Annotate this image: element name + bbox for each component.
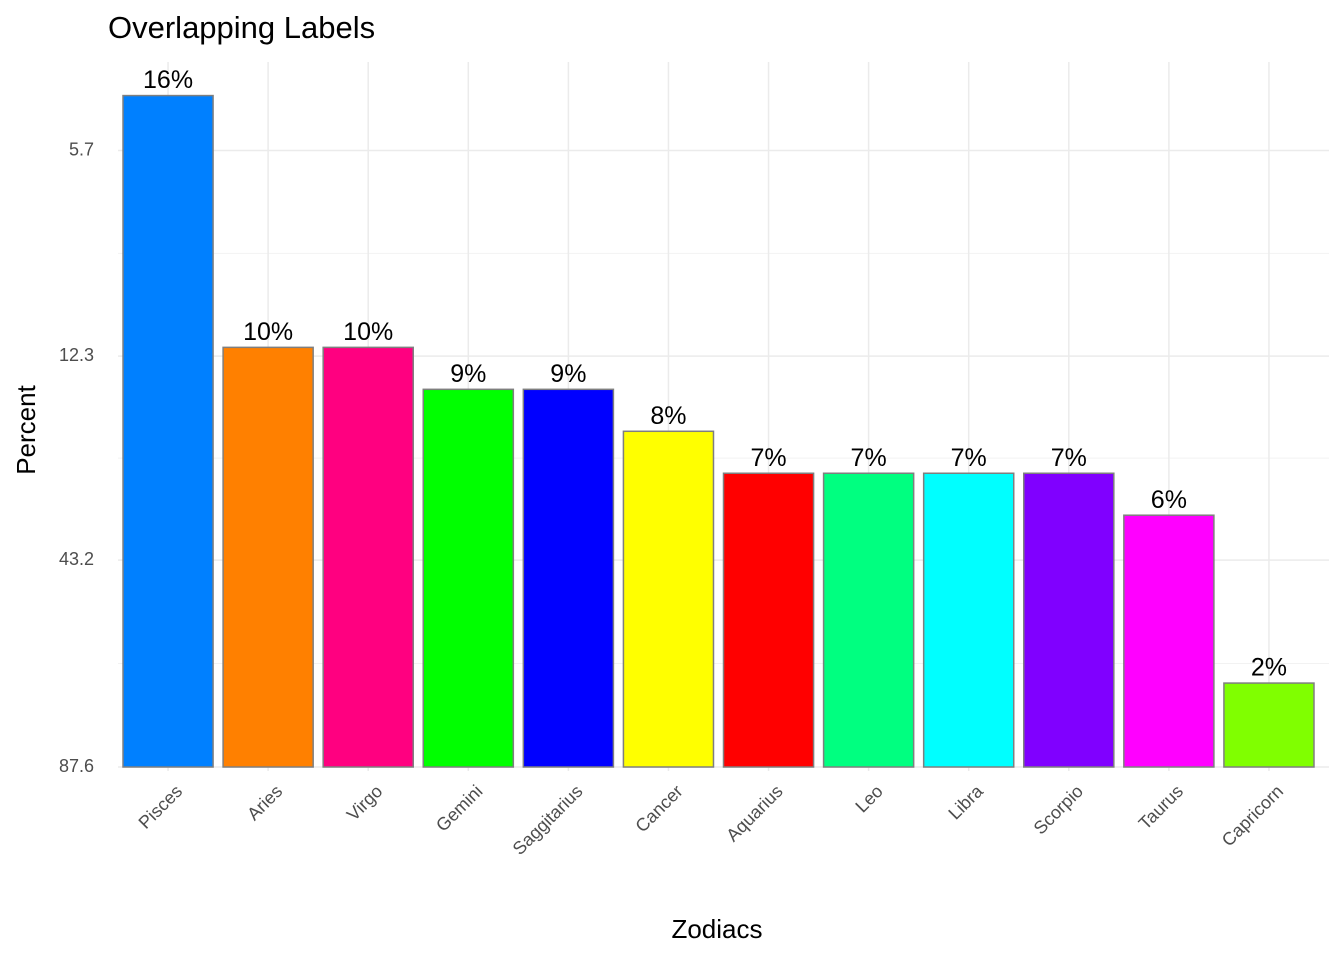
y-tick-label: 87.6	[59, 756, 94, 776]
x-tick-label: Virgo	[343, 781, 387, 825]
x-tick-label: Aquarius	[722, 781, 786, 845]
x-tick-label: Taurus	[1135, 781, 1187, 833]
bar	[222, 346, 314, 768]
bar	[1223, 682, 1315, 768]
x-tick-label: Pisces	[135, 781, 187, 833]
bar	[1023, 472, 1115, 768]
x-tick-label: Saggitarius	[509, 781, 587, 859]
value-label: 10%	[243, 318, 293, 346]
value-label: 7%	[1051, 444, 1087, 472]
bar	[722, 472, 815, 768]
value-label: 7%	[750, 444, 786, 472]
value-label: 10%	[343, 318, 393, 346]
x-tick-label: Gemini	[432, 781, 486, 835]
y-axis-label: Percent	[11, 384, 41, 474]
value-label: 7%	[951, 444, 987, 472]
x-tick-label: Aries	[243, 781, 286, 824]
value-label: 16%	[143, 66, 193, 94]
bar	[822, 472, 915, 768]
chart-title: Overlapping Labels	[108, 10, 375, 45]
value-label: 9%	[450, 360, 486, 388]
value-label: 2%	[1251, 654, 1287, 682]
bar	[522, 388, 615, 768]
bar	[1123, 514, 1215, 768]
y-tick-label: 5.7	[69, 139, 94, 159]
bar	[122, 94, 214, 768]
value-label: 7%	[851, 444, 887, 472]
x-tick-label: Cancer	[631, 781, 686, 836]
x-tick-label: Libra	[944, 780, 987, 823]
y-tick-label: 12.3	[59, 345, 94, 365]
x-axis-label: Zodiacs	[671, 914, 762, 944]
bar	[922, 472, 1015, 768]
value-label: 9%	[550, 360, 586, 388]
bar	[422, 388, 515, 768]
y-tick-label: 43.2	[59, 549, 94, 569]
x-tick-label: Scorpio	[1030, 781, 1087, 838]
value-label: 6%	[1151, 486, 1187, 514]
x-tick-label: Leo	[851, 781, 886, 816]
x-tick-label: Capricorn	[1218, 781, 1287, 850]
value-label: 8%	[650, 402, 686, 430]
bar	[622, 430, 715, 768]
bar	[322, 346, 414, 768]
